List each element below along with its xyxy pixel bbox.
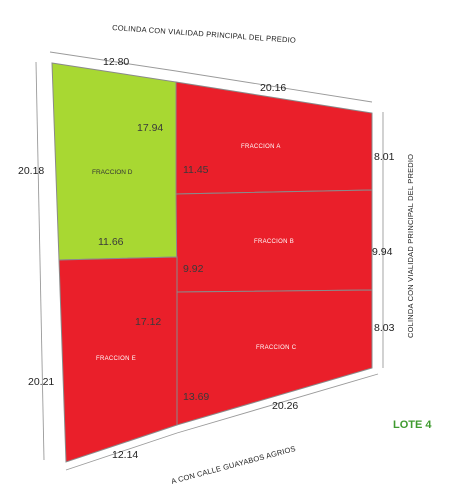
fraccion-a-label: FRACCION A: [241, 144, 281, 150]
dim-a-inner-left: 11.45: [183, 164, 209, 176]
fraccion-d-label: FRACCION D: [92, 169, 133, 176]
dim-d-inner-bottom: 11.66: [98, 236, 124, 248]
dim-top-left: 12.80: [103, 56, 129, 68]
dim-left-lower: 20.21: [28, 376, 54, 388]
dim-top-right: 20.16: [260, 82, 286, 94]
dimension-lines: [35, 51, 384, 471]
dim-right-a: 8.01: [374, 151, 395, 163]
dim-b-inner-left: 9.92: [183, 263, 204, 275]
fraccion-c-label: FRACCION C: [256, 345, 297, 351]
dim-c-inner-left: 13.69: [183, 391, 209, 403]
dim-e-inner-top: 17.12: [135, 316, 161, 328]
fraccion-e-label: FRACCION E: [96, 356, 136, 362]
lot-label: LOTE 4: [393, 419, 432, 431]
fraccion-b-label: FRACCION B: [254, 239, 294, 245]
dim-bottom-left: 12.14: [112, 449, 138, 461]
dim-d-inner-right: 17.94: [137, 122, 163, 134]
side-label-bottom: A CON CALLE GUAYABOS AGRIOS: [170, 444, 296, 486]
fraccion-e-area[interactable]: [58, 256, 178, 463]
fraccion-a-area[interactable]: [175, 81, 373, 195]
dim-right-c: 8.03: [374, 322, 395, 334]
fraccion-d-area[interactable]: [51, 62, 178, 261]
side-label-right: COLINDA CON VIALIDAD PRINCIPAL DEL PREDI…: [406, 154, 415, 338]
dim-left-upper: 20.18: [18, 165, 44, 177]
dim-bottom-right: 20.26: [272, 400, 298, 412]
dim-right-b: 9.94: [372, 246, 393, 258]
side-label-top: COLINDA CON VIALIDAD PRINCIPAL DEL PREDI…: [112, 23, 296, 45]
